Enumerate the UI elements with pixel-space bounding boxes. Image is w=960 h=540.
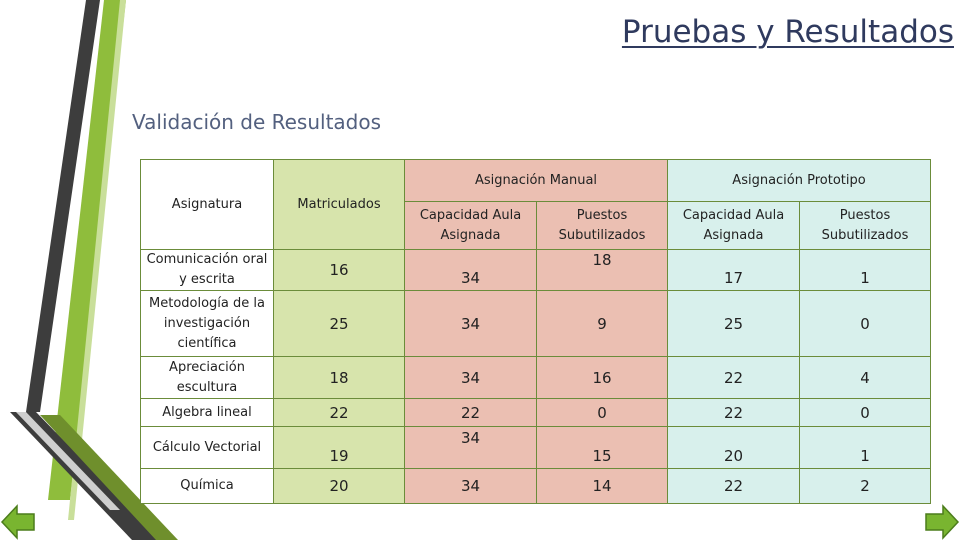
cell-matriculados: 25 (273, 290, 405, 357)
cell-cap-manual: 34 (404, 468, 537, 504)
slide-subtitle: Validación de Resultados (132, 110, 382, 134)
cell-cap-manual: 34 (404, 356, 537, 399)
header-capacidad-manual: Capacidad Aula Asignada (404, 201, 537, 250)
cell-cap-prototipo: 22 (667, 398, 800, 427)
cell-cap-prototipo: 25 (667, 290, 800, 357)
cell-puestos-manual: 16 (536, 356, 668, 399)
cell-puestos-prototipo: 2 (798, 468, 932, 504)
cell-puestos-prototipo: 4 (798, 356, 932, 399)
cell-puestos-manual: 0 (536, 398, 668, 427)
cell-matriculados: 19 (273, 426, 405, 469)
cell-asignatura: Algebra lineal (140, 398, 274, 427)
cell-asignatura: Apreciación escultura (140, 356, 274, 399)
cell-asignatura: Cálculo Vectorial (140, 426, 274, 469)
table-row: Cálculo Vectorial 19 34 15 20 1 (140, 426, 932, 469)
header-matriculados: Matriculados (273, 159, 405, 250)
cell-puestos-manual: 15 (536, 426, 668, 469)
cell-matriculados: 18 (273, 356, 405, 399)
cell-cap-prototipo: 22 (667, 468, 800, 504)
cell-matriculados: 22 (273, 398, 405, 427)
slide-title: Pruebas y Resultados (621, 14, 954, 50)
cell-cap-manual: 34 (404, 249, 537, 291)
cell-matriculados: 20 (273, 468, 405, 504)
header-puestos-prototipo: Puestos Subutilizados (798, 201, 932, 250)
cell-asignatura: Metodología de la investigación científi… (140, 290, 274, 357)
cell-puestos-manual: 9 (536, 290, 668, 357)
header-capacidad-prototipo: Capacidad Aula Asignada (667, 201, 800, 250)
cell-cap-manual: 34 (404, 290, 537, 357)
cell-puestos-prototipo: 1 (798, 249, 932, 291)
cell-puestos-manual: 14 (536, 468, 668, 504)
cell-puestos-prototipo: 1 (798, 426, 932, 469)
table-row: Comunicación oral y escrita 16 34 18 17 … (140, 249, 932, 291)
cell-cap-prototipo: 22 (667, 356, 800, 399)
cell-cap-prototipo: 17 (667, 249, 800, 291)
header-asignacion-prototipo: Asignación Prototipo (666, 159, 932, 202)
table-row: Química 20 34 14 22 2 (140, 468, 932, 504)
arrow-left-icon[interactable] (0, 504, 36, 540)
header-asignacion-manual: Asignación Manual (404, 159, 668, 202)
header-asignatura: Asignatura (140, 159, 274, 250)
cell-puestos-prototipo: 0 (798, 290, 932, 357)
cell-cap-manual: 34 (404, 426, 537, 469)
table-row: Apreciación escultura 18 34 16 22 4 (140, 356, 932, 399)
cell-cap-manual: 22 (404, 398, 537, 427)
cell-cap-prototipo: 20 (667, 426, 800, 469)
cell-asignatura: Comunicación oral y escrita (140, 249, 274, 291)
cell-asignatura: Química (140, 468, 274, 504)
table-row: Metodología de la investigación científi… (140, 290, 932, 357)
header-puestos-manual: Puestos Subutilizados (536, 201, 668, 250)
cell-puestos-manual: 18 (536, 249, 668, 291)
cell-matriculados: 16 (273, 249, 405, 291)
table-row: Algebra lineal 22 22 0 22 0 (140, 398, 932, 427)
cell-puestos-prototipo: 0 (798, 398, 932, 427)
results-table: Asignatura Matriculados Asignación Manua… (140, 159, 932, 504)
arrow-right-icon[interactable] (924, 504, 960, 540)
